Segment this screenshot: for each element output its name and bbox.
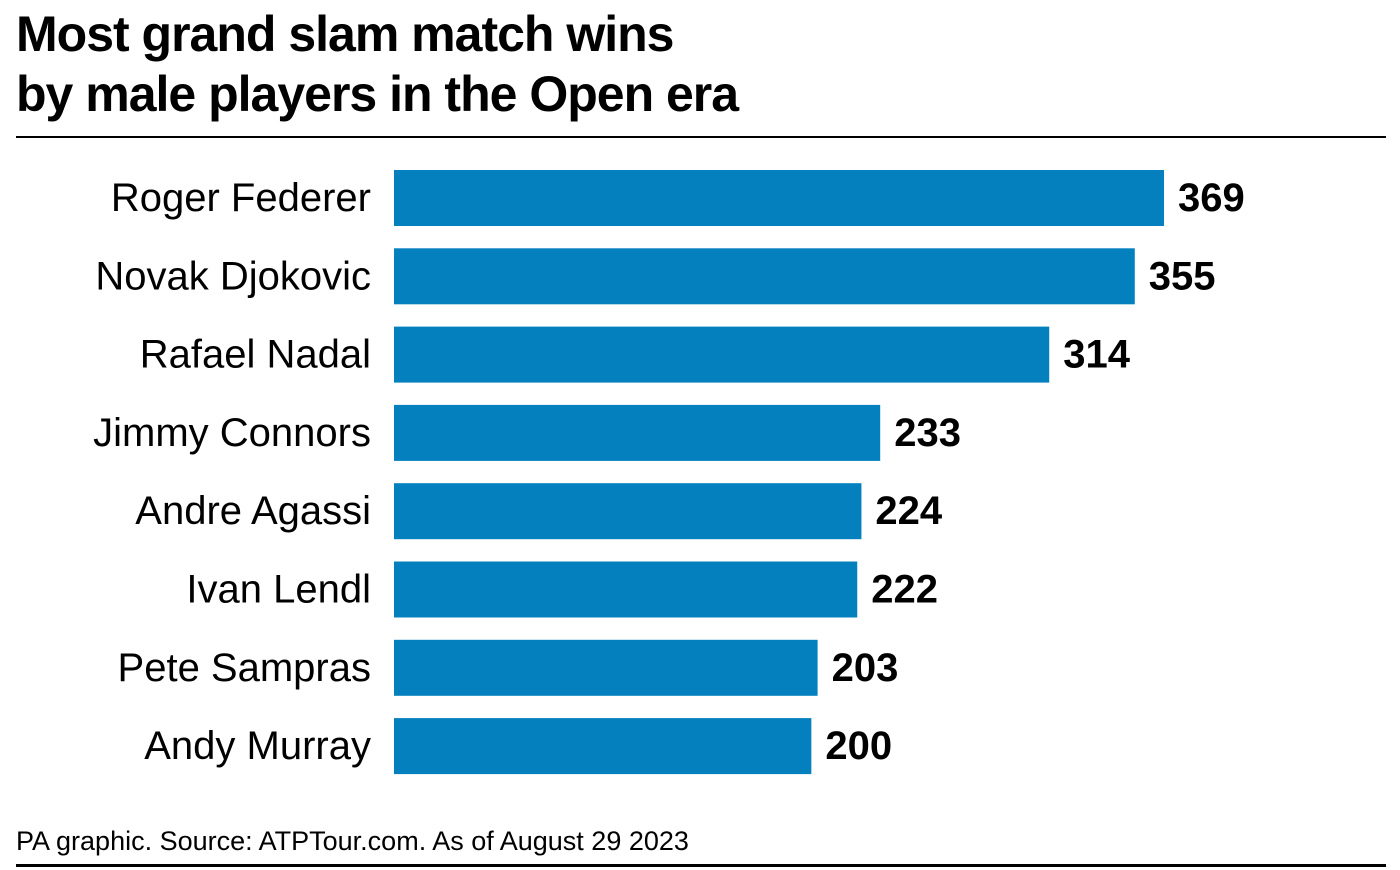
bar-0	[394, 170, 1164, 226]
value-label-1: 355	[1149, 254, 1216, 298]
category-label-3: Jimmy Connors	[93, 411, 371, 455]
value-label-4: 224	[875, 489, 942, 533]
category-label-5: Ivan Lendl	[186, 568, 371, 612]
title-line-1: Most grand slam match wins	[16, 6, 674, 62]
bar-1	[394, 248, 1135, 305]
value-label-5: 222	[871, 568, 938, 612]
top-divider	[16, 136, 1386, 138]
bar-3	[394, 404, 881, 461]
bar-4	[394, 483, 862, 540]
category-label-4: Andre Agassi	[135, 489, 371, 533]
value-label-2: 314	[1063, 333, 1130, 377]
category-label-1: Novak Djokovic	[95, 254, 371, 298]
value-label-6: 203	[832, 646, 899, 690]
value-label-7: 200	[825, 724, 892, 768]
bottom-divider	[16, 864, 1386, 867]
bar-chart: Roger Federer 369 Novak Djokovic 355 Rafael …	[93, 170, 1245, 775]
bar-2	[394, 326, 1050, 383]
category-label-2: Rafael Nadal	[140, 333, 371, 377]
title-line-2: by male players in the Open era	[16, 66, 739, 122]
category-label-0: Roger Federer	[111, 176, 371, 220]
value-label-3: 233	[894, 411, 961, 455]
bar-6	[394, 639, 818, 696]
value-label-0: 369	[1178, 176, 1245, 220]
chart-title: Most grand slam match wins by male playe…	[16, 4, 739, 124]
category-label-6: Pete Sampras	[118, 646, 371, 690]
source-note: PA graphic. Source: ATPTour.com. As of A…	[16, 826, 689, 856]
category-label-7: Andy Murray	[144, 724, 371, 768]
bar-5	[394, 561, 858, 618]
bar-7	[394, 718, 812, 775]
